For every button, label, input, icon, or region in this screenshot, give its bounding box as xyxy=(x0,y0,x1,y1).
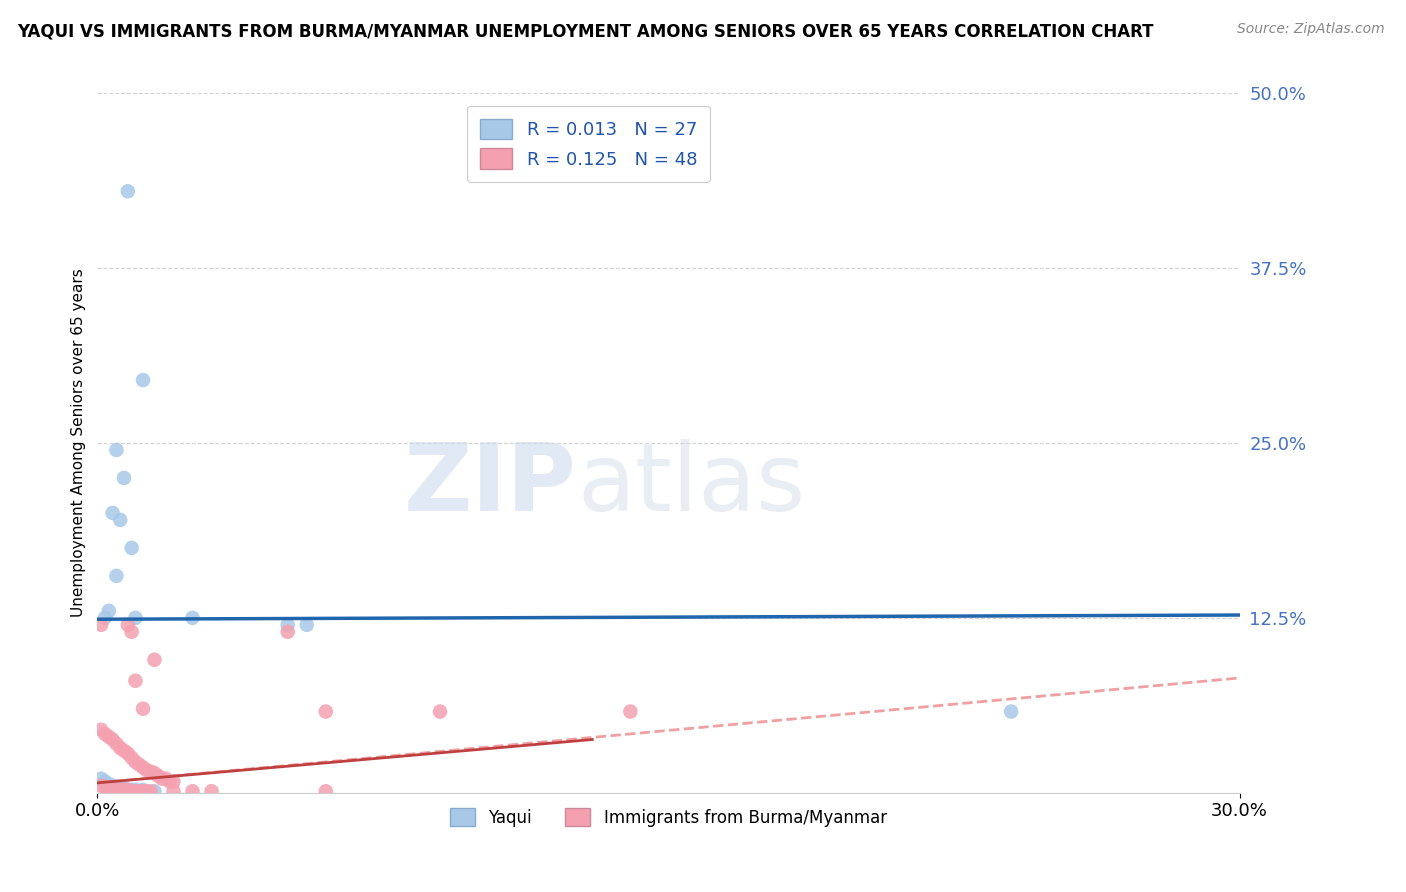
Point xyxy=(121,624,143,639)
Point xyxy=(143,653,166,667)
Point xyxy=(277,617,299,632)
Point xyxy=(90,617,112,632)
Point xyxy=(200,784,222,798)
Point xyxy=(181,784,204,798)
Point xyxy=(97,604,120,618)
Point xyxy=(117,782,139,797)
Point xyxy=(315,784,337,798)
Point xyxy=(124,755,146,769)
Point xyxy=(117,617,139,632)
Y-axis label: Unemployment Among Seniors over 65 years: Unemployment Among Seniors over 65 years xyxy=(72,268,86,617)
Point xyxy=(181,611,204,625)
Point xyxy=(108,781,131,796)
Point xyxy=(101,732,124,747)
Point xyxy=(155,772,177,786)
Point xyxy=(90,779,112,793)
Point xyxy=(132,702,155,716)
Point xyxy=(101,779,124,793)
Point xyxy=(97,780,120,794)
Point xyxy=(97,777,120,791)
Point xyxy=(94,774,117,789)
Point xyxy=(139,784,162,798)
Point xyxy=(295,617,318,632)
Point xyxy=(94,727,117,741)
Point xyxy=(429,705,451,719)
Point xyxy=(121,541,143,555)
Point xyxy=(132,782,155,797)
Point xyxy=(112,782,135,797)
Text: atlas: atlas xyxy=(576,439,806,531)
Point xyxy=(132,373,155,387)
Point xyxy=(105,780,128,794)
Point xyxy=(112,471,135,485)
Point xyxy=(132,760,155,774)
Point xyxy=(143,784,166,798)
Point xyxy=(112,781,135,796)
Point xyxy=(148,769,170,783)
Point xyxy=(105,737,128,751)
Point xyxy=(105,781,128,796)
Text: YAQUI VS IMMIGRANTS FROM BURMA/MYANMAR UNEMPLOYMENT AMONG SENIORS OVER 65 YEARS : YAQUI VS IMMIGRANTS FROM BURMA/MYANMAR U… xyxy=(17,22,1153,40)
Point xyxy=(121,782,143,797)
Point xyxy=(150,772,173,786)
Point xyxy=(124,782,146,797)
Point xyxy=(124,673,146,688)
Text: ZIP: ZIP xyxy=(404,439,576,531)
Point xyxy=(315,705,337,719)
Point xyxy=(90,723,112,737)
Point xyxy=(117,184,139,198)
Point xyxy=(117,782,139,797)
Point xyxy=(124,784,146,798)
Point xyxy=(90,772,112,786)
Point xyxy=(101,781,124,796)
Point xyxy=(94,780,117,794)
Point xyxy=(132,784,155,798)
Point xyxy=(135,764,157,778)
Point xyxy=(108,782,131,797)
Point xyxy=(135,784,157,798)
Point xyxy=(108,740,131,755)
Point xyxy=(117,747,139,761)
Text: Source: ZipAtlas.com: Source: ZipAtlas.com xyxy=(1237,22,1385,37)
Point xyxy=(277,624,299,639)
Point xyxy=(94,611,117,625)
Point xyxy=(124,611,146,625)
Point xyxy=(143,766,166,780)
Legend: Yaqui, Immigrants from Burma/Myanmar: Yaqui, Immigrants from Burma/Myanmar xyxy=(443,802,893,833)
Point xyxy=(112,744,135,758)
Point xyxy=(108,513,131,527)
Point xyxy=(1000,705,1022,719)
Point xyxy=(105,569,128,583)
Point xyxy=(101,506,124,520)
Point xyxy=(105,442,128,457)
Point xyxy=(128,784,150,798)
Point xyxy=(128,757,150,772)
Point xyxy=(619,705,641,719)
Point xyxy=(121,784,143,798)
Point xyxy=(162,784,184,798)
Point xyxy=(121,750,143,764)
Point xyxy=(159,774,181,789)
Point xyxy=(97,730,120,744)
Point xyxy=(139,764,162,779)
Point xyxy=(162,774,184,789)
